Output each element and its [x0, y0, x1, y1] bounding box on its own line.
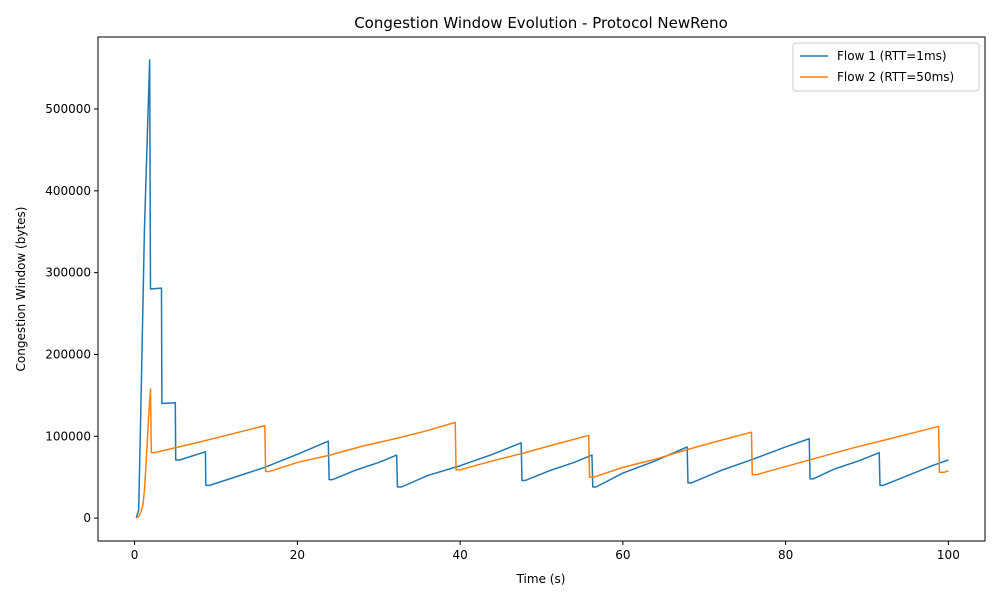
y-tick-label: 0 [83, 511, 91, 525]
x-tick-label: 60 [615, 548, 630, 562]
x-tick-label: 20 [290, 548, 305, 562]
x-tick-label: 40 [452, 548, 467, 562]
y-axis: 0 100000 200000 300000 400000 500000 [45, 102, 98, 525]
legend-box [792, 42, 980, 92]
x-tick-label: 0 [131, 548, 139, 562]
legend: Flow 1 (RTT=1ms) Flow 2 (RTT=50ms) [792, 42, 980, 92]
x-axis-title: Time (s) [516, 572, 566, 586]
x-axis: 0 20 40 60 80 100 [131, 541, 960, 562]
chart-title: Congestion Window Evolution - Protocol N… [354, 14, 728, 32]
legend-label-flow-1: Flow 1 (RTT=1ms) [837, 49, 947, 63]
y-tick-label: 200000 [45, 347, 91, 361]
series-layer [135, 59, 949, 519]
plot-frame [97, 36, 986, 542]
series-line-flow-1 [135, 59, 949, 519]
legend-label-flow-2: Flow 2 (RTT=50ms) [837, 70, 954, 84]
x-tick-label: 100 [937, 548, 960, 562]
y-tick-label: 300000 [45, 266, 91, 280]
y-axis-title: Congestion Window (bytes) [14, 207, 28, 372]
series-line-flow-2 [135, 388, 949, 519]
y-tick-label: 500000 [45, 102, 91, 116]
y-tick-label: 100000 [45, 429, 91, 443]
x-tick-label: 80 [778, 548, 793, 562]
y-tick-label: 400000 [45, 184, 91, 198]
